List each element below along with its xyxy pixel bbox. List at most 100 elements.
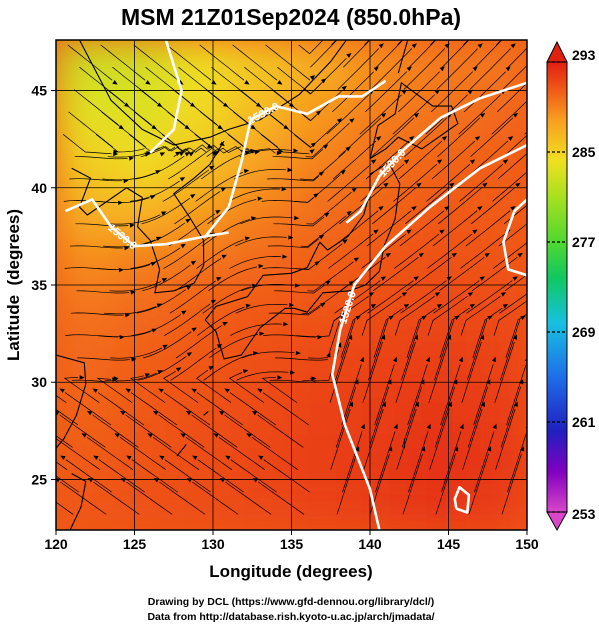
field-cell: [289, 332, 353, 385]
streamline-arrow: [256, 102, 262, 107]
streamline: [459, 163, 504, 202]
streamline-arrow: [208, 366, 214, 371]
streamline-arrow: [472, 66, 478, 72]
streamline-arrow: [185, 285, 192, 290]
streamline-arrow: [451, 253, 457, 258]
streamline: [427, 233, 473, 269]
streamline: [370, 48, 413, 90]
streamline-arrow: [567, 88, 574, 95]
streamline: [376, 40, 404, 68]
streamline: [528, 342, 548, 403]
streamline-arrow: [145, 80, 151, 85]
streamline: [332, 71, 375, 113]
streamline-arrow: [45, 368, 51, 373]
streamline-arrow: [258, 264, 264, 269]
streamline-arrow: [502, 304, 509, 309]
streamline-arrow: [336, 118, 343, 124]
streamline-arrow: [144, 373, 151, 378]
field-cell: [56, 283, 117, 336]
colorbar-tick-label: 277: [572, 234, 596, 250]
streamline-arrow: [353, 257, 360, 262]
streamline: [495, 408, 516, 470]
streamline-arrow: [124, 102, 130, 107]
field-cell: [466, 430, 527, 483]
contour-line: [502, 198, 527, 277]
gridlines: [56, 40, 527, 530]
field-cell: [112, 185, 176, 238]
streamline: [134, 111, 180, 148]
streamline-arrow: [294, 215, 300, 221]
streamline-arrow: [128, 156, 135, 161]
streamline: [229, 392, 277, 426]
streamline-arrow: [310, 142, 317, 148]
streamline-arrow: [436, 159, 443, 165]
streamline: [471, 187, 516, 225]
streamline-arrow: [186, 352, 193, 357]
streamline: [431, 140, 476, 180]
streamline: [100, 44, 146, 81]
streamline: [69, 178, 122, 182]
credit-drawing: Drawing by DCL (https://www.gfd-dennou.o…: [148, 596, 434, 608]
streamline-arrow: [479, 276, 485, 281]
streamline: [363, 408, 384, 470]
streamline-arrow: [322, 144, 329, 150]
streamline: [507, 47, 527, 68]
streamline-arrow: [243, 169, 250, 174]
streamline: [164, 303, 211, 336]
streamline: [76, 290, 130, 294]
streamline-arrow: [215, 210, 221, 215]
field-cell: [230, 185, 294, 238]
streamline-arrow: [436, 304, 443, 309]
streamline: [218, 437, 266, 470]
streamline: [497, 153, 527, 180]
field-cell: [112, 381, 176, 434]
streamline: [375, 431, 396, 493]
streamline-arrow: [576, 204, 583, 210]
streamline-arrow: [346, 53, 352, 58]
streamline-arrow: [484, 253, 490, 258]
streamline-arrow: [474, 136, 481, 141]
y-tick-label: 40: [31, 180, 47, 196]
streamline: [203, 353, 252, 381]
streamline: [463, 40, 469, 46]
streamline-arrow: [157, 102, 163, 107]
field-cell: [230, 332, 294, 385]
streamline-arrow: [392, 356, 397, 363]
streamline-arrow: [454, 315, 460, 321]
streamline: [441, 431, 462, 493]
streamline: [407, 364, 428, 426]
contour-line: [204, 79, 387, 238]
streamline: [298, 40, 324, 55]
streamline: [208, 266, 258, 292]
streamline: [119, 437, 167, 470]
streamline-arrow: [119, 410, 126, 416]
streamline: [332, 140, 377, 180]
streamline-arrow: [222, 321, 228, 326]
streamline-arrow: [311, 376, 317, 381]
colorbar-tick-label: 269: [572, 324, 596, 340]
streamline-arrow: [458, 356, 463, 363]
colorbar-min-arrow: [546, 511, 568, 532]
streamline: [339, 187, 384, 225]
streamline-arrow: [388, 315, 394, 321]
streamline: [260, 134, 310, 155]
streamline-arrow: [469, 159, 476, 165]
streamline: [470, 117, 514, 157]
streamline: [196, 392, 244, 426]
streamline-arrow: [258, 455, 264, 460]
streamline-arrow: [294, 283, 300, 288]
streamline: [63, 377, 100, 403]
streamline: [466, 280, 513, 314]
streamline: [64, 392, 112, 426]
streamline-arrow: [548, 18, 555, 25]
streamline-arrow: [346, 211, 352, 216]
streamline: [227, 134, 276, 154]
streamline-arrow: [406, 229, 412, 235]
streamline: [368, 319, 389, 381]
streamline-arrow: [159, 455, 165, 460]
field-cell: [171, 283, 235, 336]
field-cell: [407, 381, 471, 434]
streamline: [200, 151, 250, 180]
streamline: [338, 117, 382, 157]
